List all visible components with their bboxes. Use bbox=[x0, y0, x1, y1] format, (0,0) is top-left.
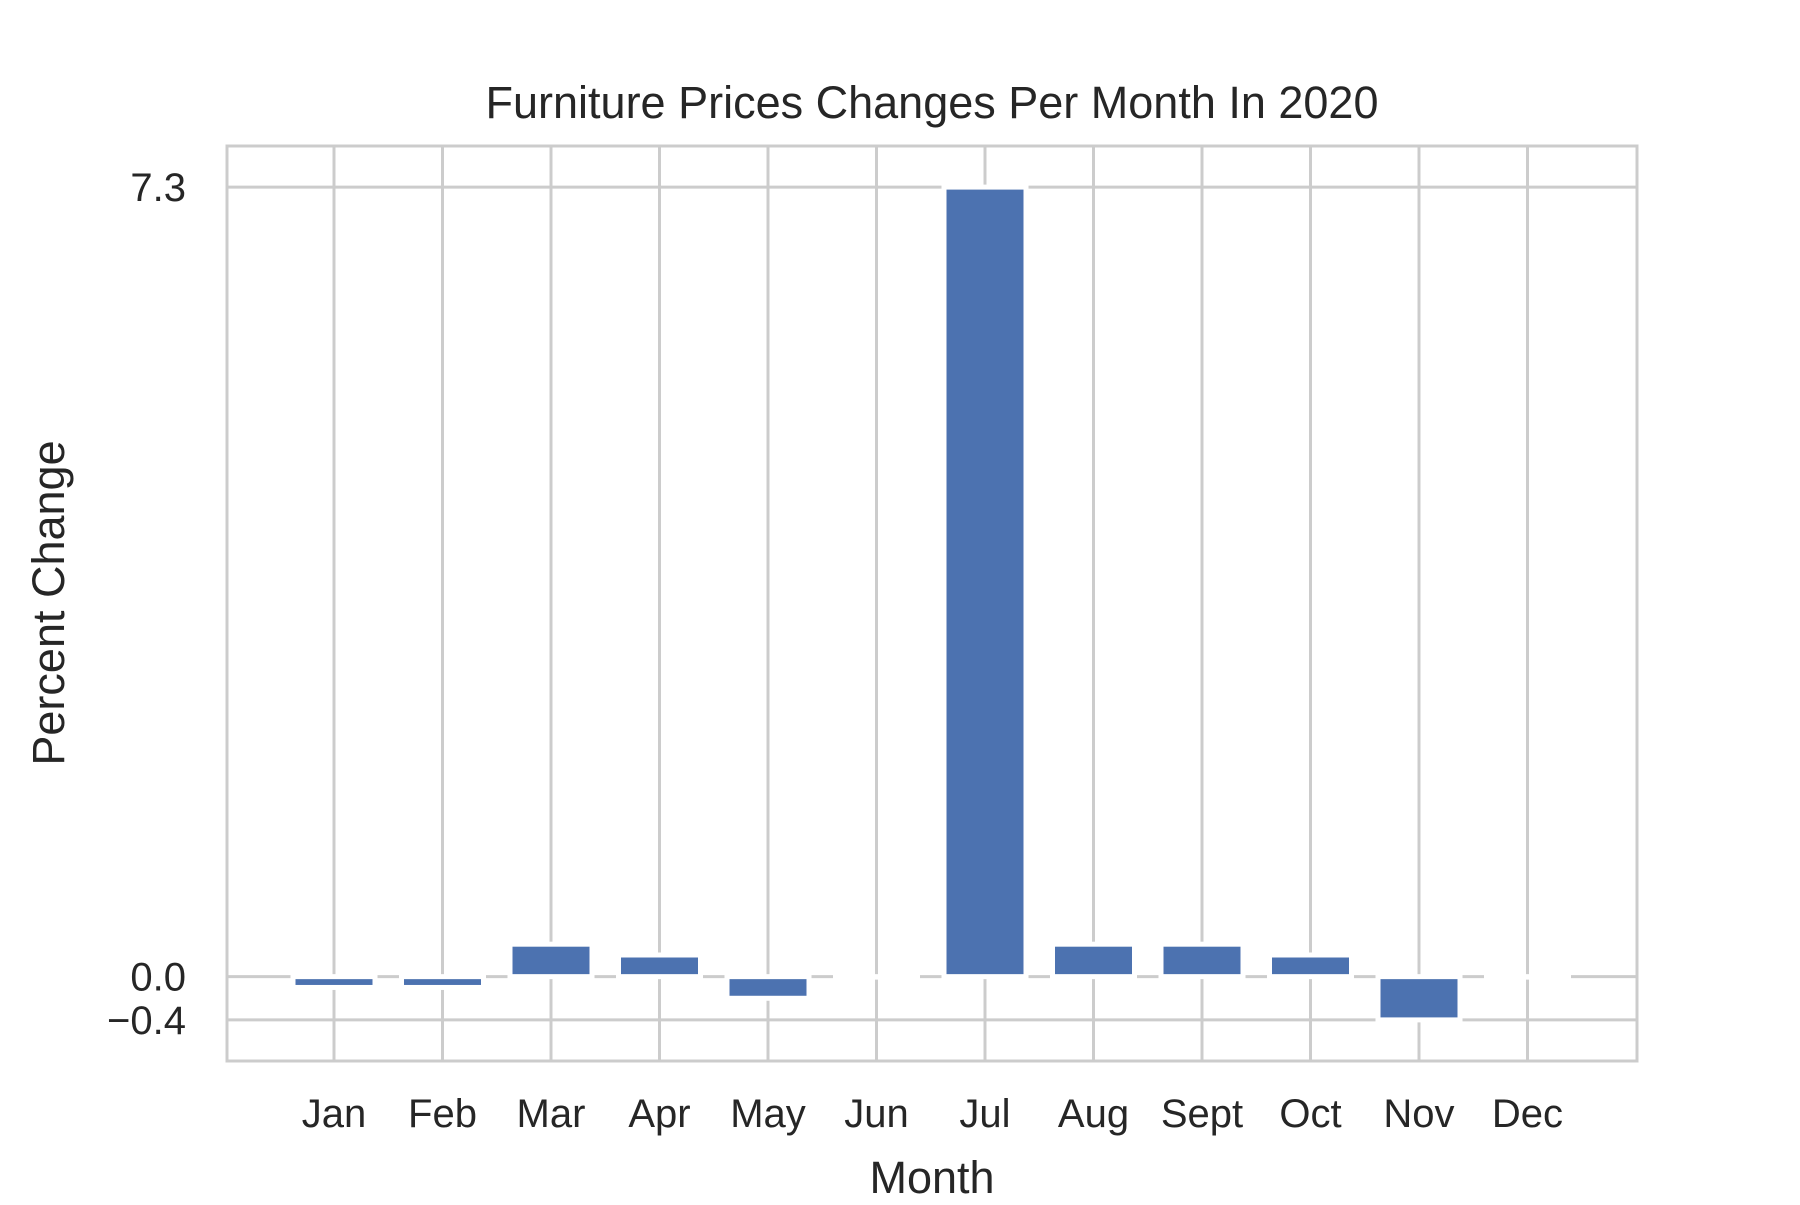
x-tick-label-feb: Feb bbox=[408, 1092, 477, 1136]
x-tick-label-oct: Oct bbox=[1279, 1092, 1341, 1136]
x-tick-label-jan: Jan bbox=[302, 1092, 367, 1136]
x-axis-label: Month bbox=[869, 1152, 994, 1200]
x-tick-label-sept: Sept bbox=[1161, 1092, 1243, 1136]
x-tick-label-jun: Jun bbox=[844, 1092, 909, 1136]
x-tick-label-jul: Jul bbox=[959, 1092, 1010, 1136]
x-tick-labels: Jan Feb Mar Apr May Jun Jul Aug Sept Oct Nov Dec bbox=[302, 1092, 1563, 1136]
bar-mar bbox=[507, 941, 595, 980]
chart-title: Furniture Prices Changes Per Month In 20… bbox=[486, 77, 1379, 128]
x-tick-label-mar: Mar bbox=[517, 1092, 586, 1136]
grid-lines bbox=[227, 146, 1637, 1061]
bar-jan bbox=[290, 974, 378, 990]
x-tick-label-aug: Aug bbox=[1058, 1092, 1129, 1136]
y-tick-label: 7.3 bbox=[130, 166, 186, 210]
bar-feb bbox=[399, 974, 486, 990]
bars bbox=[290, 184, 1571, 1023]
bar-nov bbox=[1375, 974, 1463, 1023]
y-tick-labels: −0.40.0 7.3 bbox=[107, 166, 186, 1043]
x-tick-label-apr: Apr bbox=[628, 1092, 690, 1136]
bar-jun bbox=[833, 974, 920, 980]
bar-oct bbox=[1267, 952, 1354, 980]
plot-frame bbox=[225, 144, 1639, 1063]
x-tick-label-may: May bbox=[730, 1092, 806, 1136]
x-tick-label-dec: Dec bbox=[1492, 1092, 1563, 1136]
bar-may bbox=[724, 974, 812, 1001]
y-tick-label: 0.0 bbox=[130, 956, 186, 1000]
y-axis-label: Percent Change bbox=[23, 440, 74, 765]
bar-aug bbox=[1050, 941, 1137, 980]
bar-apr bbox=[616, 952, 703, 980]
bar-jul bbox=[941, 184, 1029, 980]
y-tick-label: −0.4 bbox=[107, 999, 186, 1043]
x-tick-label-nov: Nov bbox=[1383, 1092, 1454, 1136]
bar-dec bbox=[1484, 974, 1571, 980]
bar-sept bbox=[1158, 941, 1246, 980]
